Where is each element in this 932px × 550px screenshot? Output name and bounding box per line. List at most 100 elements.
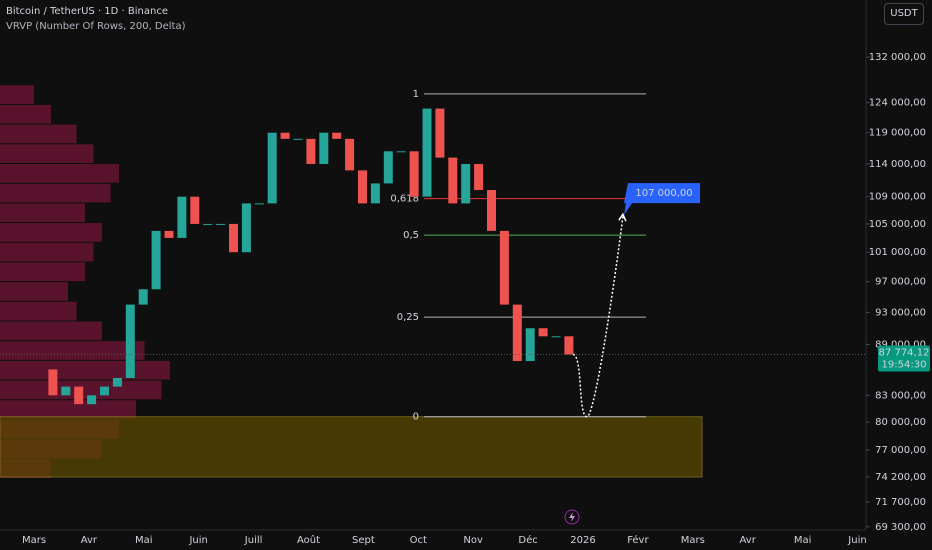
price-tick-label: 132 000,00 [869, 52, 926, 63]
fib-level-label: 0 [413, 412, 419, 423]
volume-row [0, 203, 85, 223]
candle [216, 223, 226, 225]
time-tick-label: Juin [188, 535, 207, 546]
candle [164, 230, 174, 238]
candle [435, 108, 445, 158]
candle [383, 151, 393, 184]
volume-row [0, 164, 119, 183]
volume-row [0, 144, 94, 164]
candle [293, 138, 303, 140]
indicator-label: VRVP (Number Of Rows, 200, Delta) [6, 21, 186, 32]
price-tick-label: 97 000,00 [875, 277, 926, 288]
time-tick-label: Oct [410, 535, 427, 546]
candle [461, 163, 471, 204]
price-tick-label: 114 000,00 [869, 159, 926, 170]
time-tick-label: Août [297, 534, 320, 546]
volume-row [0, 321, 102, 341]
fib-level-label: 0,25 [397, 312, 419, 323]
candle [254, 203, 264, 205]
price-tick-label: 119 000,00 [869, 128, 926, 139]
candle [525, 328, 535, 362]
price-tick-label: 77 000,00 [875, 445, 926, 456]
volume-row [0, 183, 111, 203]
target-callout [624, 183, 700, 216]
candle [229, 223, 238, 253]
time-tick-label: Mai [794, 535, 812, 546]
volume-row [0, 282, 68, 301]
candle [112, 377, 122, 387]
volume-row [0, 124, 77, 144]
candle [190, 196, 200, 224]
candle [396, 151, 406, 153]
time-tick-label: 2026 [570, 535, 595, 546]
volume-row [0, 301, 77, 321]
lightning-icon [564, 509, 580, 525]
time-tick-label: Nov [463, 535, 483, 546]
time-tick-label: Déc [518, 534, 537, 546]
volume-row [0, 85, 34, 104]
volume-row [0, 223, 102, 242]
projection-path [572, 216, 624, 418]
volume-row [0, 360, 170, 380]
current-price-label: 87 774,12 [879, 348, 930, 359]
candle [512, 304, 522, 362]
current-price-tag [878, 345, 930, 372]
price-tick-label: 74 200,00 [875, 472, 926, 483]
price-tick-label: 69 300,00 [875, 522, 926, 533]
candle [564, 336, 574, 355]
countdown-label: 19:54:30 [882, 360, 927, 371]
candle [370, 183, 380, 204]
candle [358, 170, 367, 204]
time-tick-label: Juin [847, 535, 866, 546]
time-tick-label: Juill [244, 535, 263, 546]
price-tick-label: 80 000,00 [875, 417, 926, 428]
fib-level-label: 1 [413, 89, 419, 100]
candle [177, 196, 187, 238]
time-tick-label: Mars [681, 535, 705, 546]
price-tick-label: 109 000,00 [869, 192, 926, 203]
candle [551, 336, 561, 338]
candle [280, 132, 290, 139]
candle [474, 163, 484, 191]
candle [345, 138, 355, 171]
candle [87, 395, 97, 405]
price-tick-label: 101 000,00 [869, 247, 926, 258]
candle [241, 203, 251, 253]
time-tick-label: Avr [81, 535, 98, 546]
support-zone [0, 416, 703, 478]
candle [203, 223, 213, 225]
target-label: 107 000,00 [635, 188, 692, 199]
time-tick-label: Avr [740, 535, 757, 546]
candle [138, 289, 148, 305]
fib-level-label: 0,5 [403, 230, 419, 241]
candle [100, 386, 109, 396]
candle [61, 386, 71, 396]
volume-row [0, 262, 85, 282]
fib-level-label: 0,618 [390, 194, 419, 205]
time-tick-label: Mai [135, 535, 153, 546]
time-tick-label: Févr [627, 534, 649, 546]
volume-row [0, 104, 51, 124]
time-tick-label: Mars [22, 535, 46, 546]
plot-layer: 1 0,618 0,5 0,25 0 107 000,00 [0, 85, 866, 479]
volume-row [0, 242, 94, 262]
projection-arrow [618, 212, 627, 222]
price-tick-label: 83 000,00 [875, 390, 926, 401]
candle [448, 157, 458, 204]
candle [409, 151, 419, 197]
price-tick-label: 71 700,00 [875, 497, 926, 508]
price-tick-label: 93 000,00 [875, 307, 926, 318]
price-tick-label: 124 000,00 [869, 98, 926, 109]
currency-button[interactable]: USDT [884, 3, 924, 25]
price-tick-label: 89 000,00 [875, 339, 926, 350]
candle [332, 132, 342, 139]
candle [151, 230, 161, 290]
candle [319, 132, 329, 164]
candle [487, 190, 496, 231]
candle [422, 108, 432, 197]
price-tick-label: 105 000,00 [869, 219, 926, 230]
volume-row [0, 341, 145, 360]
candle [125, 304, 135, 378]
